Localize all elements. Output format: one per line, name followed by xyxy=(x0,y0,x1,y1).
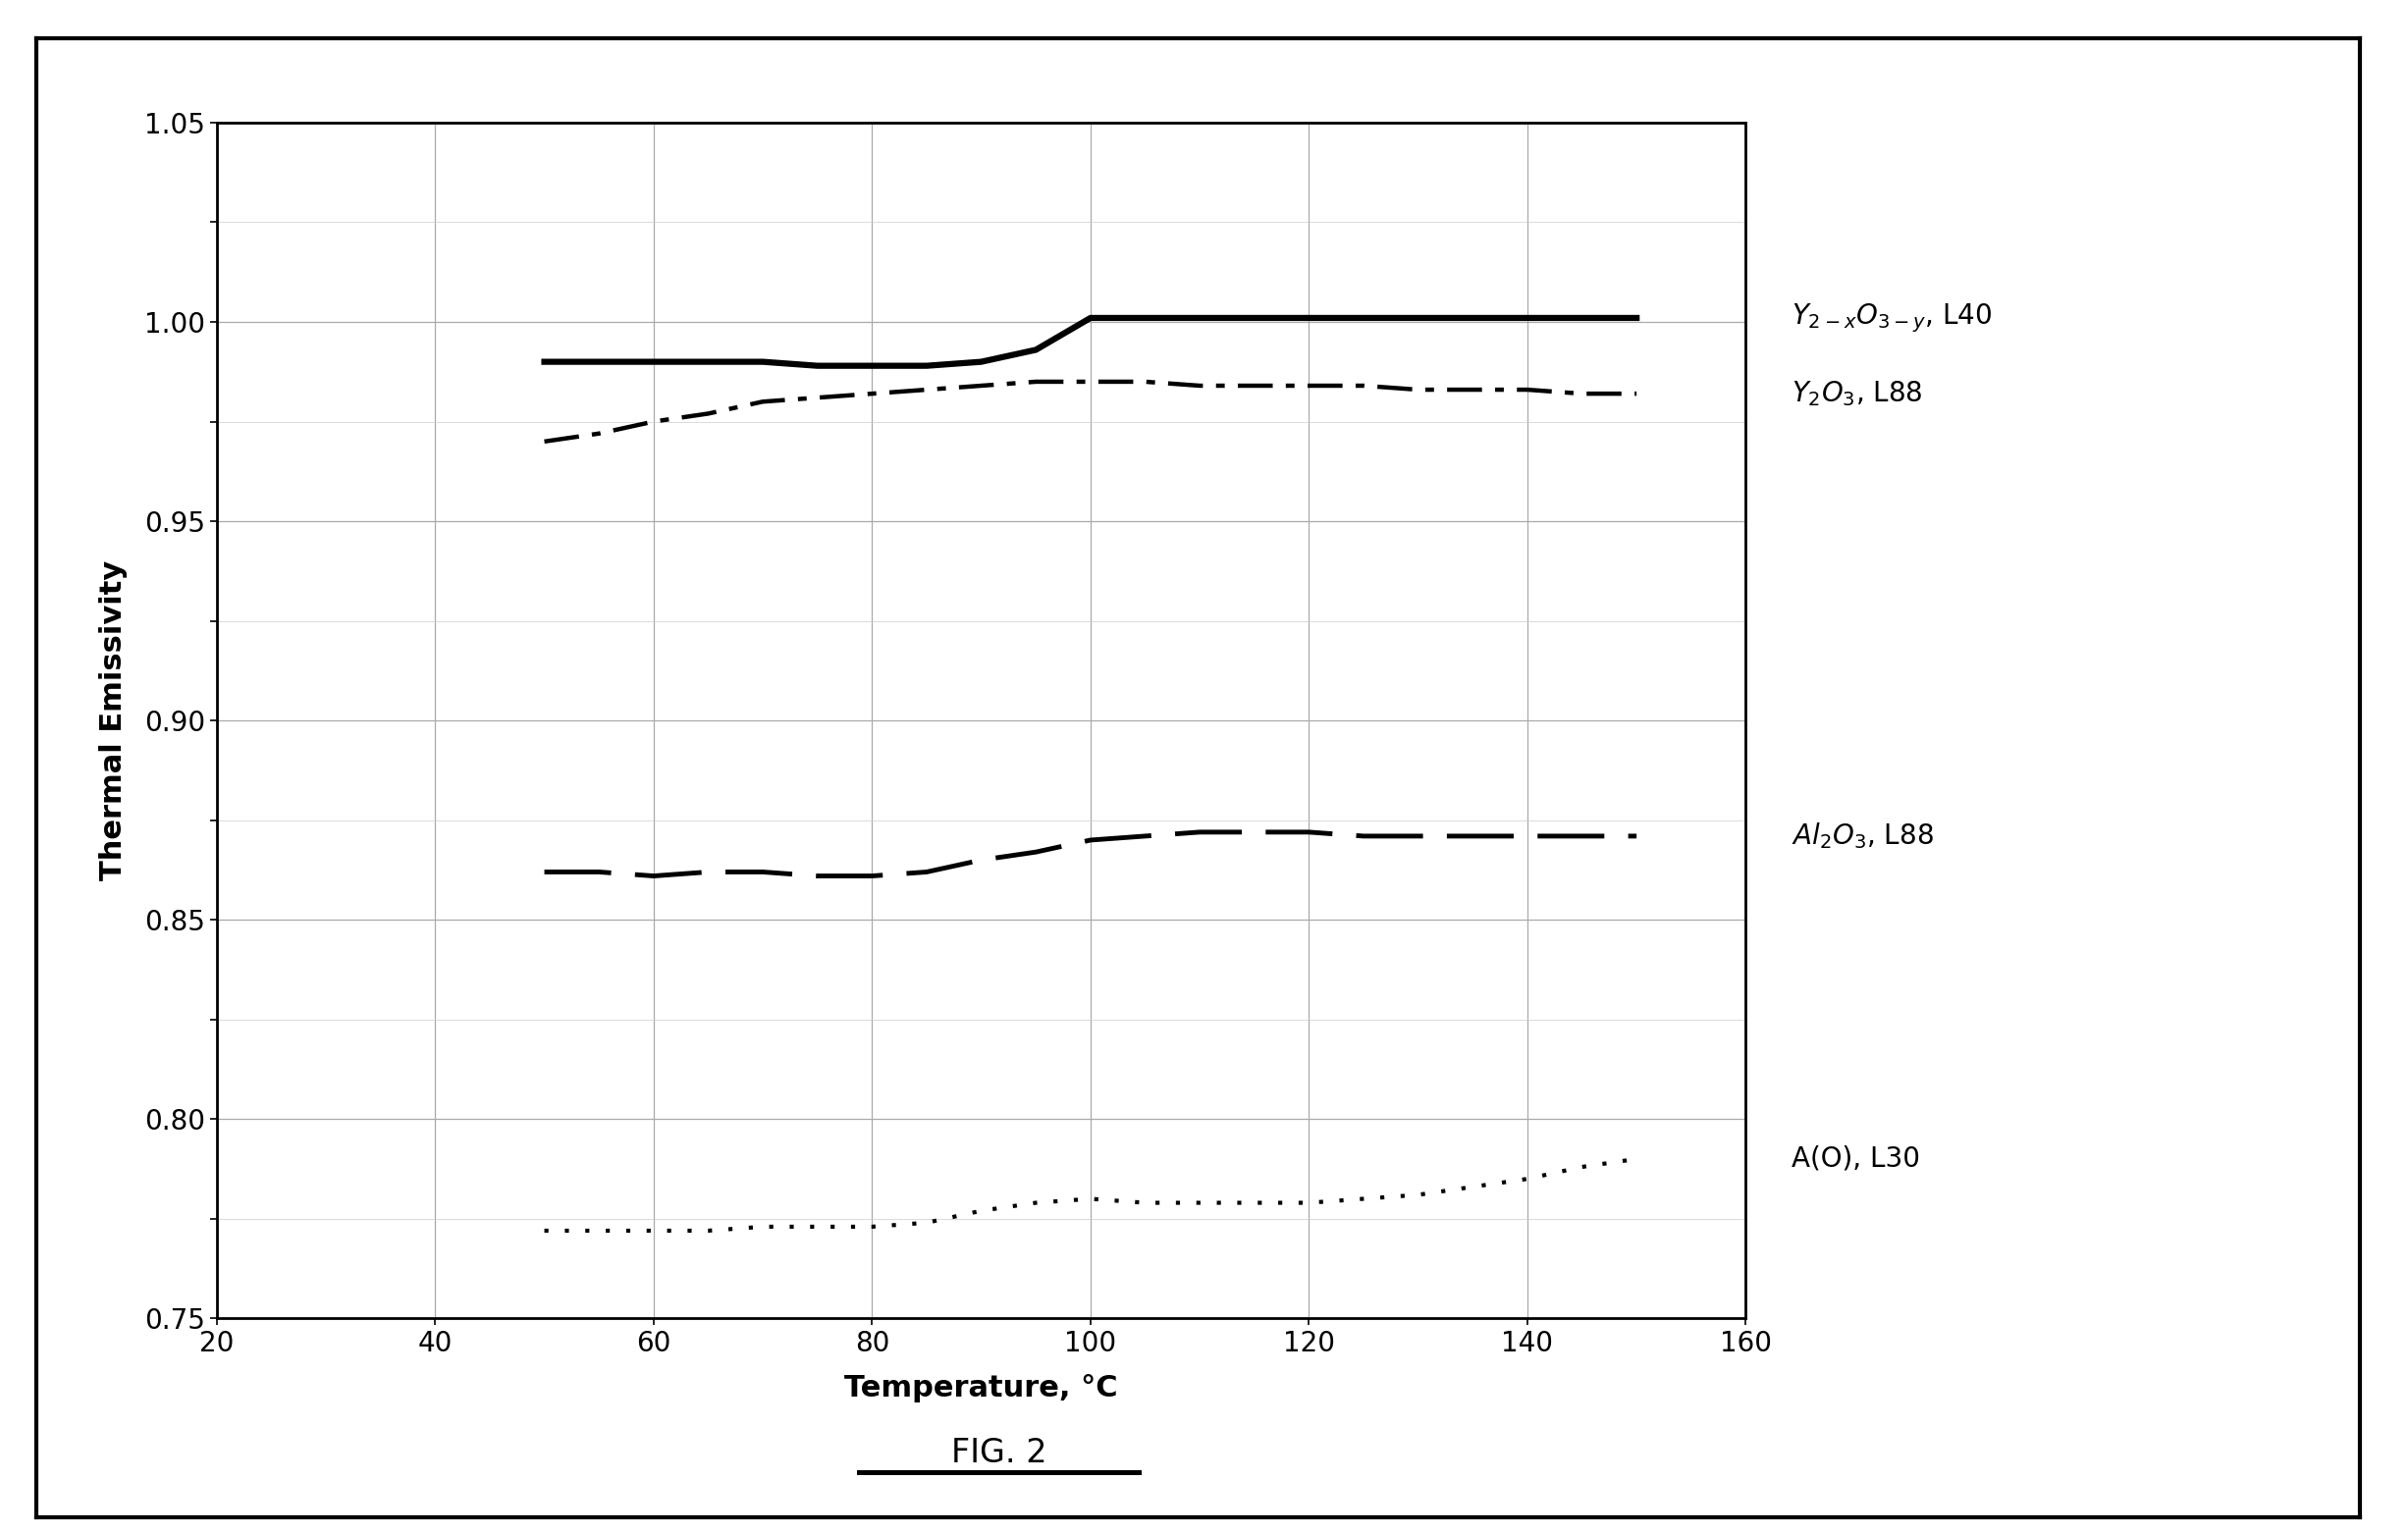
Text: A(O), L30: A(O), L30 xyxy=(1792,1145,1919,1173)
Y-axis label: Thermal Emissivity: Thermal Emissivity xyxy=(99,561,128,880)
Text: $Al_2O_3$, L88: $Al_2O_3$, L88 xyxy=(1792,822,1934,851)
Text: $Y_{2-x}O_{3-y}$, L40: $Y_{2-x}O_{3-y}$, L40 xyxy=(1792,302,1991,334)
Text: $Y_2O_3$, L88: $Y_2O_3$, L88 xyxy=(1792,379,1924,408)
X-axis label: Temperature, °C: Temperature, °C xyxy=(845,1374,1117,1403)
Text: FIG. 2: FIG. 2 xyxy=(951,1436,1047,1470)
